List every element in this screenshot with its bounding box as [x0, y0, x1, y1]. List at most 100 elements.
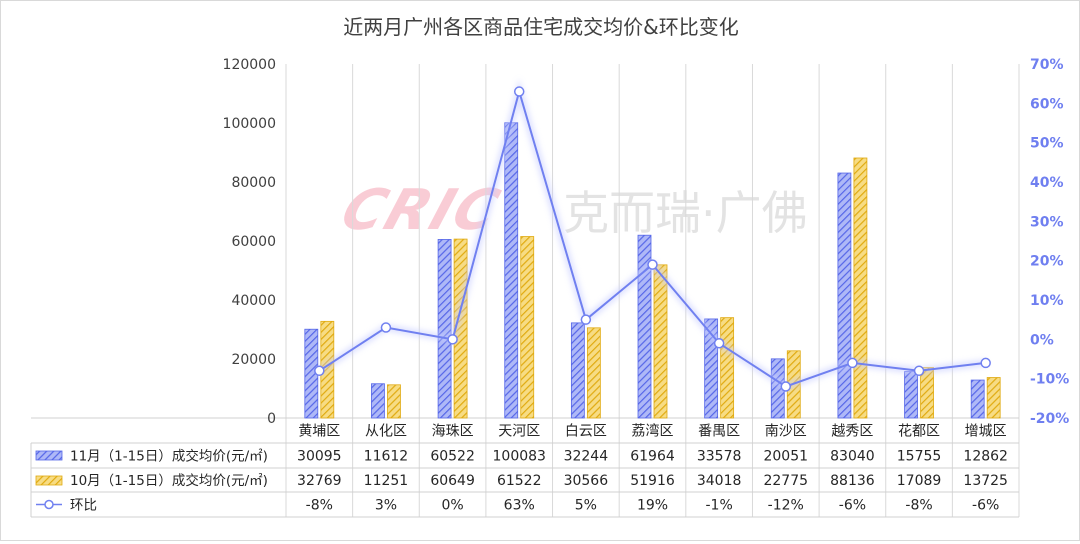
y-right-tick-label: 30%	[1030, 214, 1064, 230]
ratio-line	[314, 78, 991, 392]
y-right-tick-label: 50%	[1030, 136, 1064, 152]
data-table: 黄埔区 30095 32769 -8% 从化区 11612 11251 3% 海珠区 60522 6…	[35, 423, 1008, 514]
ratio-point	[713, 338, 725, 349]
nov-value-label: 32244	[564, 449, 609, 465]
y-left-tick-label: 120000	[223, 57, 276, 73]
oct-value-label: 30566	[564, 473, 609, 489]
y-left-tick-label: 0	[267, 411, 276, 427]
bar-oct	[920, 367, 934, 419]
ratio-point	[447, 334, 458, 345]
nov-value-label: 61964	[630, 449, 675, 465]
x-tick-label: 天河区	[498, 424, 540, 440]
oct-value-label: 88136	[830, 473, 875, 489]
ratio-value-label: 0%	[441, 498, 463, 514]
nov-value-label: 33578	[697, 449, 742, 465]
y-left-tick-label: 100000	[223, 116, 276, 132]
oct-value-label: 17089	[897, 473, 942, 489]
bar-oct	[653, 264, 668, 419]
x-tick-label: 增城区	[965, 424, 1007, 440]
bar-nov	[371, 383, 385, 419]
x-tick-label: 黄埔区	[298, 423, 340, 440]
y-right-tick-label: -10%	[1030, 372, 1069, 388]
x-tick-label: 越秀区	[831, 424, 873, 440]
grid	[30, 64, 1020, 518]
legend-swatch-ratio-marker	[44, 499, 54, 510]
bar-oct	[720, 317, 735, 419]
ratio-value-label: -8%	[905, 498, 932, 514]
y-axis-right: -20% -10% 0% 10% 20% 30% 40% 50% 60% 70%	[1030, 57, 1069, 427]
ratio-value-label: -6%	[839, 498, 866, 514]
ratio-value-label: -6%	[972, 498, 999, 514]
watermark: CRIC 克而瑞·广佛	[334, 177, 808, 242]
oct-value-label: 32769	[297, 473, 342, 489]
ratio-point	[913, 365, 925, 377]
oct-value-label: 60649	[430, 473, 475, 489]
nov-value-label: 60522	[430, 449, 475, 465]
ratio-point	[780, 381, 792, 392]
legend-label-nov: 11月（1-15日）成交均价(元/㎡)	[70, 448, 268, 465]
legend-label-ratio: 环比	[70, 498, 97, 514]
ratio-point	[980, 357, 991, 369]
nov-value-label: 83040	[830, 449, 875, 465]
y-right-tick-label: 20%	[1030, 254, 1064, 270]
oct-value-label: 22775	[763, 473, 808, 489]
y-axis-left: 0 20000 40000 60000 80000 100000 120000	[223, 57, 276, 427]
chart-title: 近两月广州各区商品住宅成交均价&环比变化	[343, 15, 739, 39]
y-right-tick-label: -20%	[1030, 411, 1069, 427]
y-right-tick-label: 70%	[1030, 57, 1064, 73]
oct-value-label: 34018	[697, 473, 742, 489]
y-right-tick-label: 60%	[1030, 96, 1064, 112]
oct-value-label: 11251	[364, 473, 409, 489]
x-tick-label: 番禺区	[698, 424, 740, 440]
ratio-value-label: -8%	[306, 498, 333, 514]
y-right-tick-label: 10%	[1030, 293, 1064, 309]
ratio-value-label: 63%	[504, 498, 535, 514]
nov-value-label: 30095	[297, 449, 342, 465]
x-tick-label: 花都区	[898, 424, 940, 440]
ratio-value-label: 5%	[575, 498, 597, 514]
y-left-tick-label: 60000	[231, 234, 276, 250]
bar-nov	[837, 172, 852, 419]
ratio-point	[380, 322, 392, 333]
nov-value-label: 100083	[493, 449, 546, 465]
bars	[304, 122, 1001, 419]
oct-value-label: 61522	[497, 473, 542, 489]
bar-nov	[637, 234, 652, 419]
ratio-point	[513, 86, 525, 97]
legend-label-oct: 10月（1-15日）成交均价(元/㎡)	[70, 472, 268, 489]
y-left-tick-label: 80000	[231, 175, 276, 191]
oct-value-label: 13725	[963, 473, 1008, 489]
y-right-tick-label: 40%	[1030, 175, 1064, 191]
nov-value-label: 12862	[963, 449, 1008, 465]
ratio-point	[580, 314, 592, 325]
nov-value-label: 15755	[897, 449, 942, 465]
bar-nov	[504, 122, 519, 419]
legend-swatch-nov	[35, 450, 63, 461]
ratio-value-label: -1%	[706, 498, 733, 514]
y-right-tick-label: 0%	[1030, 332, 1054, 348]
bar-nov	[904, 371, 918, 419]
x-tick-label: 从化区	[365, 424, 407, 440]
ratio-point	[847, 357, 858, 369]
x-tick-label: 白云区	[565, 424, 607, 440]
watermark-cn-text: 克而瑞·广佛	[563, 186, 808, 240]
bar-oct	[520, 236, 535, 419]
x-tick-label: 南沙区	[765, 424, 807, 440]
oct-value-label: 51916	[630, 473, 675, 489]
legend-swatch-oct	[35, 475, 63, 486]
bar-oct	[586, 327, 601, 419]
y-left-tick-label: 40000	[231, 293, 276, 309]
nov-value-label: 20051	[763, 449, 808, 465]
nov-value-label: 11612	[364, 449, 409, 465]
ratio-point	[314, 365, 325, 377]
x-tick-label: 荔湾区	[632, 423, 674, 440]
bar-nov	[570, 322, 585, 419]
ratio-value-label: 19%	[637, 498, 668, 514]
bar-nov	[970, 379, 985, 419]
bar-oct	[986, 377, 1001, 419]
bar-nov	[437, 239, 452, 419]
x-tick-label: 海珠区	[432, 424, 474, 440]
bar-oct	[387, 384, 401, 419]
